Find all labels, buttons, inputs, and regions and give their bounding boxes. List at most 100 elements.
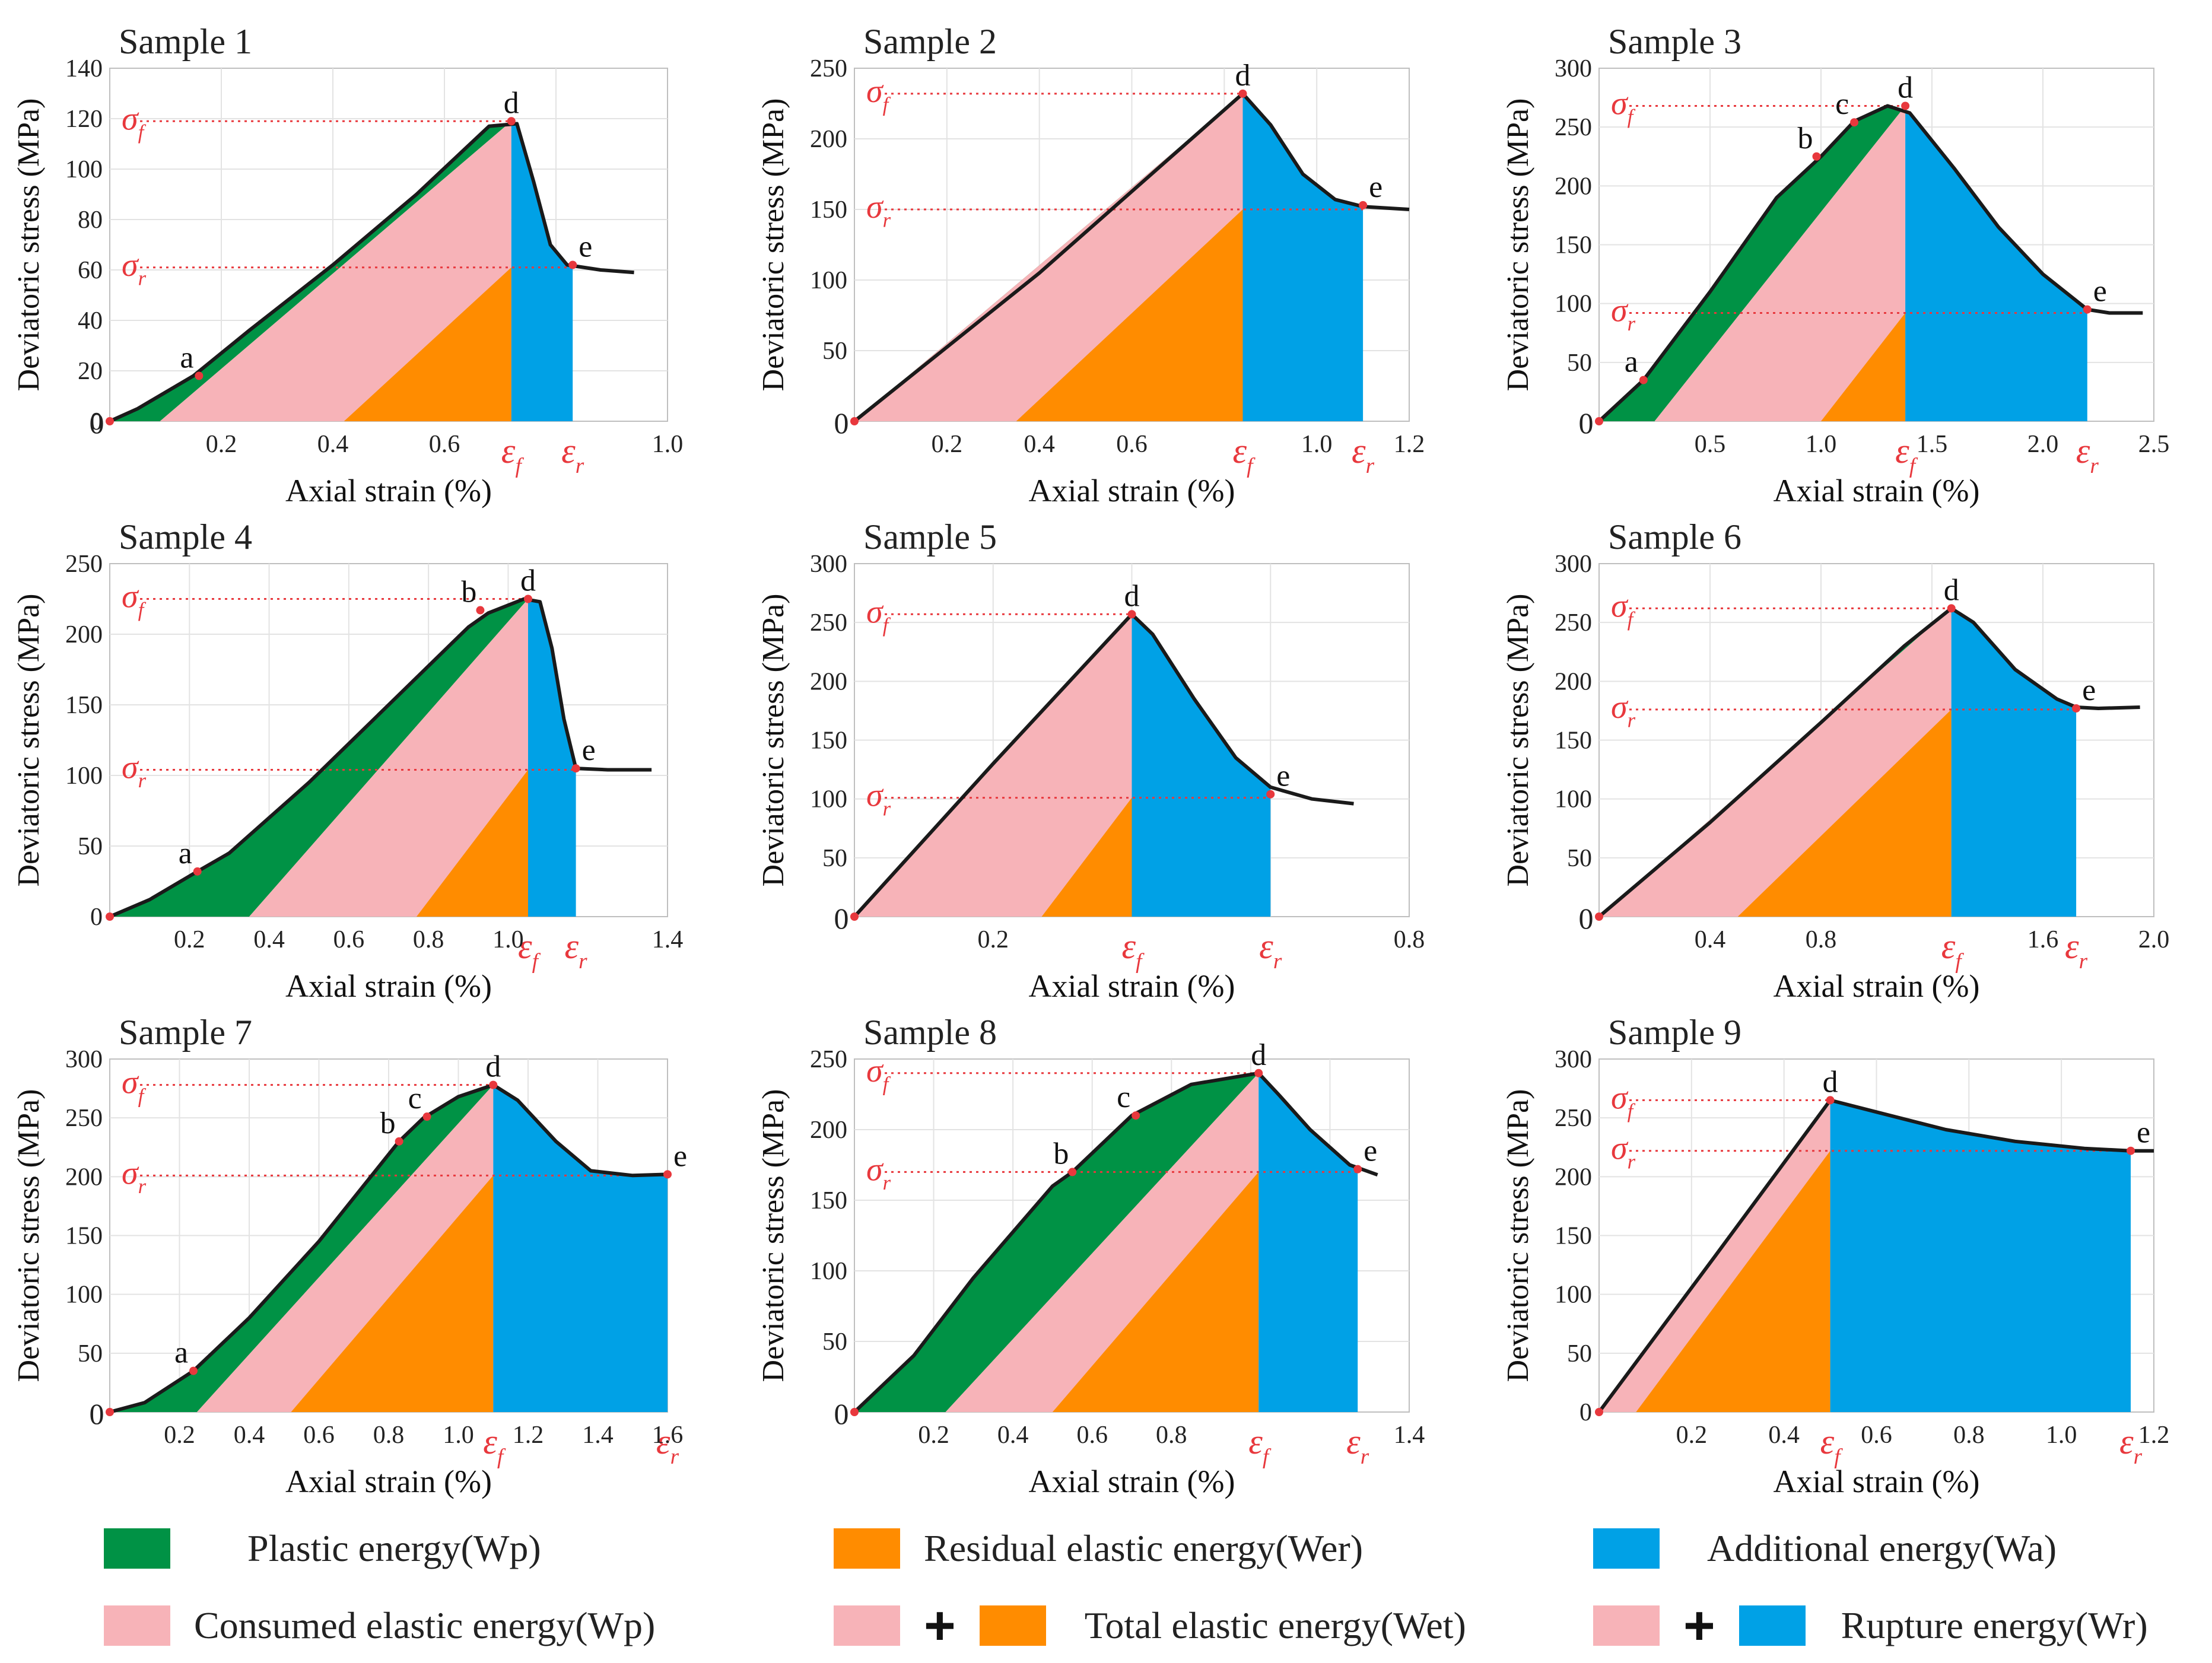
panel-sample-5: d e σf σr εf εr 0.2 0.8 50 100 150 200 250 300 0 Sample… (757, 517, 1425, 1004)
area-additional (1830, 1100, 2131, 1412)
x-tick-label: 1.6 (652, 1422, 684, 1449)
x-tick-label: 1.2 (1394, 431, 1425, 458)
y-tick-label: 140 (65, 55, 103, 82)
y-tick-label: 200 (1555, 173, 1592, 200)
x-tick-label: 0.4 (1768, 1422, 1800, 1449)
x-axis-label: Axial strain (%) (1774, 1464, 1980, 1499)
eps-r-label: εr (2076, 431, 2099, 478)
y-tick-label: 100 (65, 762, 103, 790)
area-additional (493, 1085, 668, 1412)
point-label-e: e (673, 1139, 687, 1173)
sigma-r-label: σr (1611, 689, 1636, 732)
y-tick-label: 250 (1555, 1105, 1592, 1132)
x-tick-label: 0.6 (1116, 431, 1148, 458)
x-tick-label: 0.8 (413, 926, 444, 953)
eps-r-label: εr (2065, 927, 2088, 974)
origin-label: 0 (834, 406, 849, 440)
area-additional (1258, 1073, 1358, 1412)
x-tick-label: 0.8 (1806, 926, 1837, 953)
area-additional (1242, 93, 1364, 422)
point-e (2127, 1146, 2135, 1155)
point-a (189, 1366, 198, 1375)
y-tick-label: 50 (1567, 349, 1592, 377)
x-axis-label: Axial strain (%) (1774, 968, 1980, 1004)
y-axis-label: Deviatoric stress (MPa) (1501, 1089, 1535, 1382)
point-label-d: d (1251, 1038, 1266, 1072)
area-residual-elastic (1737, 709, 1952, 917)
point-label-e: e (2137, 1116, 2150, 1150)
point-label-e: e (579, 230, 592, 264)
point-e (568, 260, 577, 269)
eps-f-label: εf (501, 431, 525, 478)
point-origin (1595, 912, 1603, 921)
point-origin (106, 417, 114, 425)
origin-label: 0 (1579, 902, 1594, 935)
point-b (395, 1137, 403, 1146)
y-tick-label: 200 (1555, 1163, 1592, 1191)
stress-strain-curve (853, 91, 1410, 423)
y-tick-label: 50 (822, 845, 847, 872)
x-tick-label: 2.0 (2027, 431, 2059, 458)
sigma-f-label: σf (866, 593, 891, 637)
origin-label: 0 (834, 1397, 849, 1430)
y-tick-label: 250 (65, 551, 103, 578)
point-d (1826, 1096, 1835, 1105)
y-tick-label: 200 (65, 621, 103, 648)
y-tick-label: 150 (65, 692, 103, 719)
x-tick-label: 1.0 (443, 1422, 474, 1449)
point-label-e: e (1364, 1134, 1377, 1168)
point-b (476, 606, 485, 615)
stress-strain-curve (1597, 104, 2143, 423)
y-axis-label: Deviatoric stress (MPa) (12, 594, 46, 887)
y-tick-label: 150 (810, 1187, 847, 1214)
stress-strain-curve (1597, 1098, 2154, 1413)
y-tick-label: 60 (78, 257, 103, 284)
sigma-r-label: σr (1611, 1130, 1636, 1174)
x-tick-label: 0.6 (303, 1422, 335, 1449)
y-tick-label: 50 (1567, 845, 1592, 872)
point-a (193, 867, 202, 876)
point-label-d: d (1823, 1065, 1838, 1099)
panel-title: Sample 6 (1608, 517, 1741, 557)
stress-strain-curve (109, 1083, 668, 1414)
x-tick-label: 2.5 (2138, 431, 2170, 458)
origin-label: 0 (90, 1397, 104, 1430)
point-label-a: a (1625, 345, 1638, 379)
legend-plastic: Plastic energy(Wp) (104, 1522, 541, 1575)
legend-label-plastic: Plastic energy(Wp) (247, 1527, 541, 1569)
y-tick-label: 200 (810, 668, 847, 695)
point-label-b: b (461, 575, 476, 609)
y-tick-label: 120 (65, 106, 103, 133)
point-c (1132, 1111, 1140, 1120)
area-consumed-elastic (160, 121, 511, 422)
x-tick-label: 1.0 (2046, 1422, 2077, 1449)
x-tick-label: 0.2 (918, 1422, 949, 1449)
eps-f-label: εf (1820, 1422, 1844, 1469)
legend-swatch-additional (1593, 1528, 1660, 1569)
stress-strain-curve (853, 1071, 1378, 1414)
point-label-b: b (380, 1106, 396, 1140)
sigma-r-label: σr (866, 777, 891, 821)
x-tick-label: 0.4 (253, 926, 285, 953)
area-additional (1132, 614, 1271, 917)
point-label-d: d (1898, 71, 1913, 104)
point-origin (106, 1408, 114, 1416)
area-consumed-elastic (249, 599, 528, 917)
x-tick-label: 1.2 (2138, 1422, 2170, 1449)
y-tick-label: 300 (65, 1046, 103, 1073)
x-tick-label: 1.0 (652, 431, 684, 458)
point-origin (850, 417, 859, 425)
point-label-d: d (1235, 59, 1251, 93)
point-label-d: d (504, 86, 519, 120)
legend-label-additional: Additional energy(Wa) (1707, 1527, 2057, 1569)
x-tick-label: 0.4 (1024, 431, 1055, 458)
x-tick-label: 0.4 (997, 1422, 1029, 1449)
area-plastic (110, 121, 511, 422)
x-axis-label: Axial strain (%) (1029, 1464, 1235, 1499)
point-label-d: d (1944, 573, 1959, 607)
x-axis-label: Axial strain (%) (1029, 473, 1235, 508)
